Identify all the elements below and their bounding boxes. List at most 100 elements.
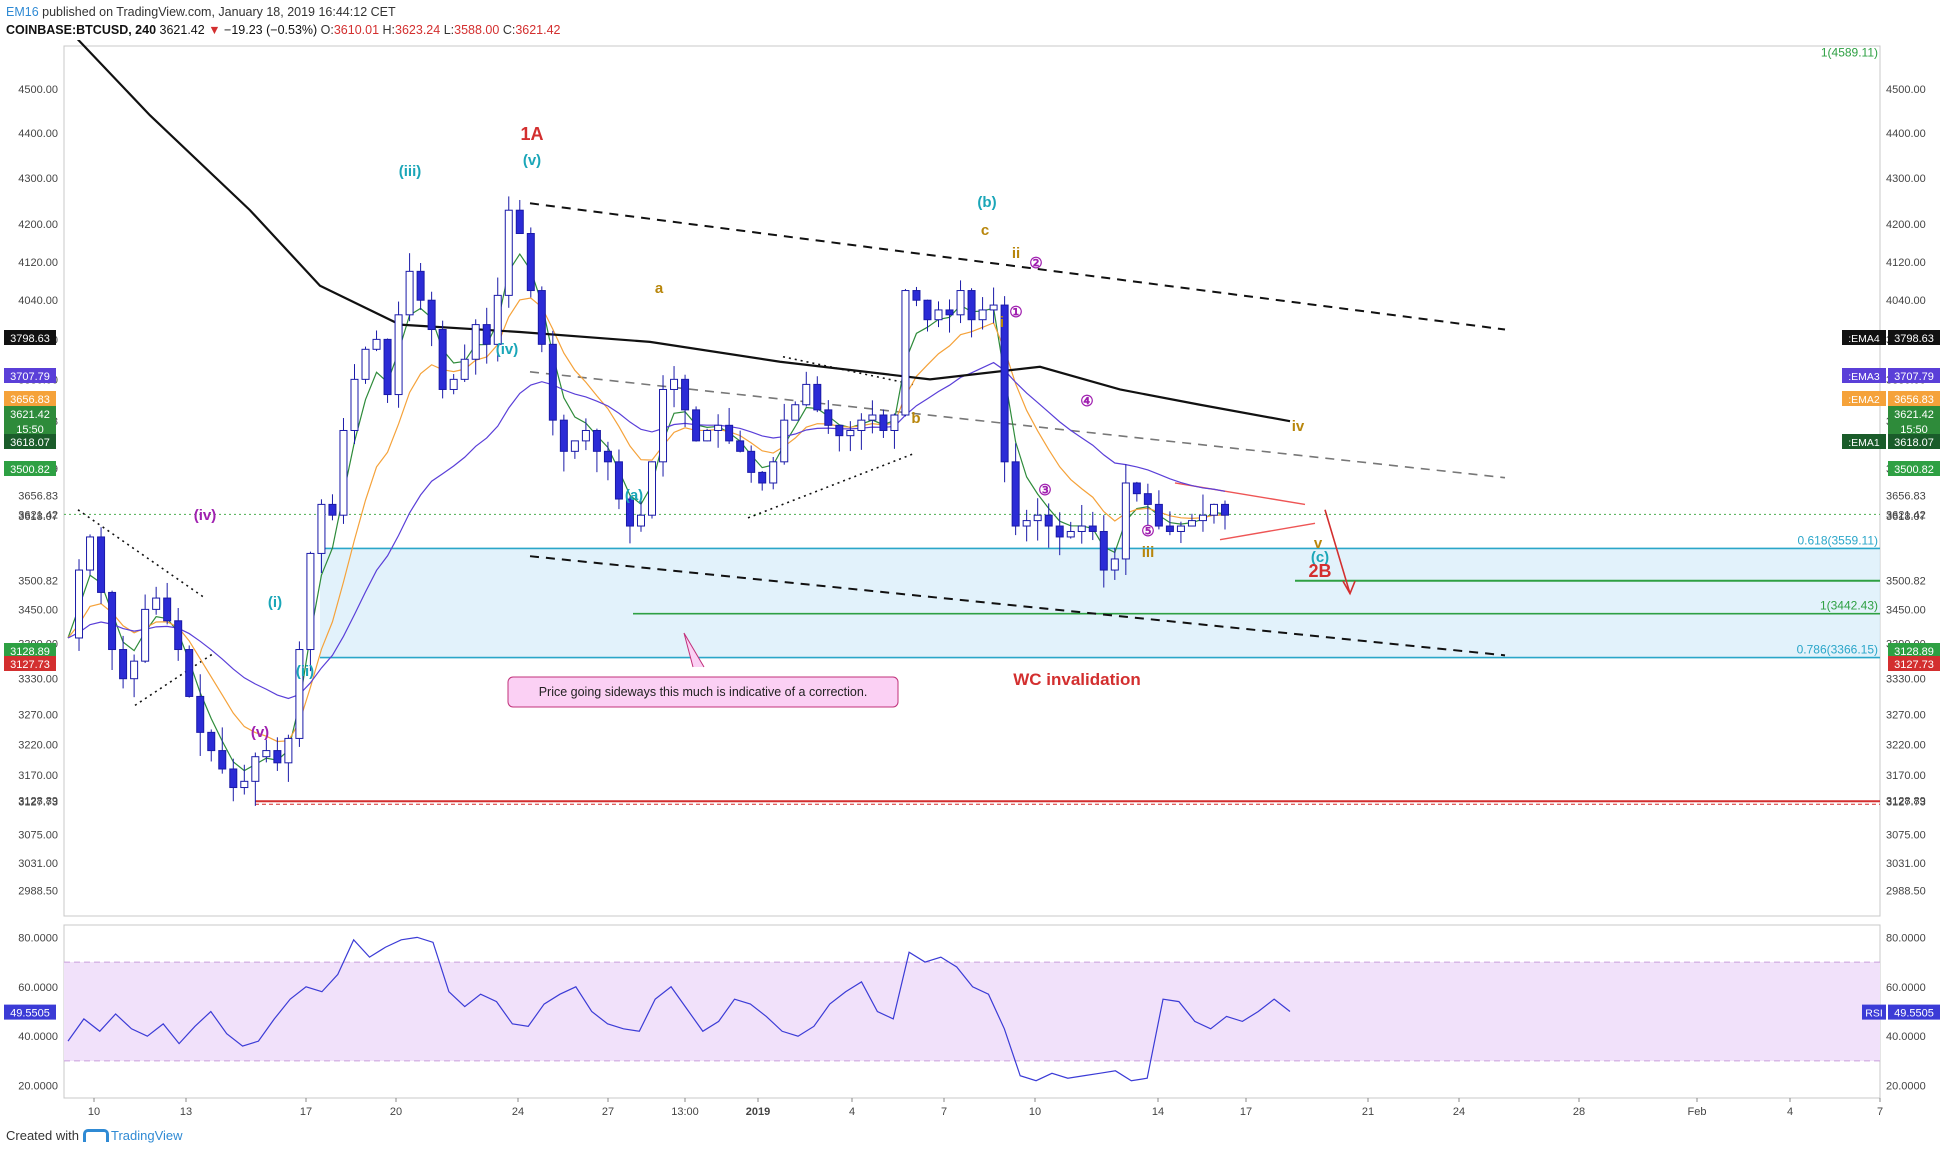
candle-body: [1044, 514, 1053, 527]
y-tick-right: 4200.00: [1886, 219, 1926, 231]
fib-label: 0.618(3559.11): [1797, 533, 1878, 547]
y-tick-left: 2988.50: [18, 886, 58, 898]
wave-label: (i): [268, 594, 282, 611]
x-tick-label: 13: [180, 1106, 192, 1118]
y-tick-left: 3128.89: [18, 796, 58, 808]
wave-label: 2B: [1308, 561, 1331, 581]
y-tick-left: 4040.00: [18, 295, 58, 307]
candle-body: [1121, 482, 1130, 560]
x-tick-label: 13:00: [671, 1106, 699, 1118]
price-badge: [1888, 406, 1940, 421]
candle-body: [1099, 530, 1108, 571]
candle-body: [372, 338, 381, 350]
candle-body: [758, 471, 767, 484]
y-tick-right: 3450.00: [1886, 604, 1926, 616]
y-tick-left: 3075.00: [18, 830, 58, 842]
candle-body: [747, 450, 756, 473]
projection-arrowhead: [1342, 580, 1356, 596]
y-tick-right: 3220.00: [1886, 739, 1926, 751]
created-with-text: Created with: [6, 1128, 79, 1143]
price-badge-left-text: 3127.73: [10, 659, 50, 671]
candle-body: [306, 552, 315, 651]
price-badge-text: 3128.89: [1894, 646, 1934, 658]
ema-tag-text: :EMA3: [1848, 371, 1880, 383]
projection-arrow: [1324, 509, 1351, 594]
candle-body: [890, 414, 899, 431]
candle-body: [559, 419, 568, 452]
channel-lower: [529, 555, 1506, 657]
rsi-tick-left: 80.0000: [18, 932, 58, 944]
price-chart[interactable]: 4500.00 4500.00 4400.00 4400.00 4300.00 4300.…: [0, 40, 1951, 1130]
y-tick-left: 3450.00: [18, 604, 58, 616]
y-tick-right: 4120.00: [1886, 257, 1926, 269]
candle-body: [1165, 525, 1174, 532]
candle-body: [1055, 525, 1064, 538]
y-tick-right: 4500.00: [1886, 84, 1926, 96]
candle-body: [1209, 503, 1218, 516]
candle-body: [934, 309, 943, 321]
rsi-tick-right: 20.0000: [1886, 1081, 1926, 1093]
wave-label: (a): [625, 487, 643, 504]
y-tick-right: 3170.00: [1886, 770, 1926, 782]
wave-label: iv: [1292, 418, 1305, 435]
candle-body: [416, 270, 425, 301]
candle-body: [603, 450, 612, 463]
callout-text: Price going sideways this much is indica…: [539, 685, 868, 699]
candle-body: [284, 737, 293, 764]
x-tick-label: 24: [512, 1106, 524, 1118]
y-tick-left: 3220.00: [18, 739, 58, 751]
candle-body: [714, 424, 723, 431]
x-tick-label: 4: [1787, 1106, 1793, 1118]
rsi-tag: [1862, 1004, 1886, 1020]
fib-label: 1(4589.11): [1821, 46, 1878, 60]
y-tick-right: 3656.83: [1886, 490, 1926, 502]
price-badge-text: 3798.63: [1894, 333, 1934, 345]
callout-pointer: [683, 632, 705, 668]
price-badge: [1888, 461, 1940, 476]
candle-body: [394, 314, 403, 396]
candle-body: [493, 294, 502, 345]
price-badge-left-text: 3707.79: [10, 371, 50, 383]
candle-body: [923, 299, 932, 321]
wave-label: (c): [1311, 549, 1329, 566]
publisher-link[interactable]: EM16: [6, 5, 39, 19]
close-value: 3621.42: [515, 23, 561, 37]
candle-body: [901, 290, 910, 416]
candle-body: [1077, 525, 1086, 532]
candle-body: [1221, 503, 1229, 516]
candle-body: [670, 378, 679, 390]
x-tick-label: 2019: [746, 1106, 770, 1118]
y-tick-right: 3270.00: [1886, 709, 1926, 721]
candle-body: [581, 429, 590, 442]
price-badge: [1888, 421, 1940, 436]
price-badge-left-text: 3621.42: [10, 409, 50, 421]
candle-body: [350, 378, 359, 431]
candle-body: [846, 429, 855, 437]
candle-body: [1066, 530, 1075, 538]
ema2-line: [67, 297, 1226, 743]
open-value: 3610.01: [333, 23, 380, 37]
y-tick-left: 3270.00: [18, 709, 58, 721]
x-tick-label: 4: [849, 1106, 855, 1118]
y-tick-right: 3618.07: [1886, 511, 1926, 523]
candle-body: [97, 536, 106, 593]
y-tick-left: 4120.00: [18, 257, 58, 269]
wave-label: ④: [1080, 393, 1093, 410]
open-label: O:: [320, 23, 334, 37]
ema4-line: [76, 40, 1291, 423]
y-tick-right: 4300.00: [1886, 173, 1926, 185]
main-plot-frame: [63, 45, 1881, 917]
y-tick-right: 3127.73: [1886, 796, 1926, 808]
candle-body: [1132, 482, 1141, 495]
tradingview-logo[interactable]: TradingView: [82, 1128, 183, 1143]
candle-body: [791, 404, 800, 421]
candle-body: [1154, 503, 1163, 527]
wave-label: WC invalidation: [1013, 670, 1141, 689]
candle-body: [614, 461, 623, 500]
candle-body: [868, 414, 877, 421]
price-badge-text: 3127.73: [1894, 659, 1934, 671]
candle-body: [130, 660, 139, 680]
price-badge: [1888, 656, 1940, 671]
price-badge: [1888, 434, 1940, 449]
price-badge-text: 3707.79: [1894, 371, 1934, 383]
